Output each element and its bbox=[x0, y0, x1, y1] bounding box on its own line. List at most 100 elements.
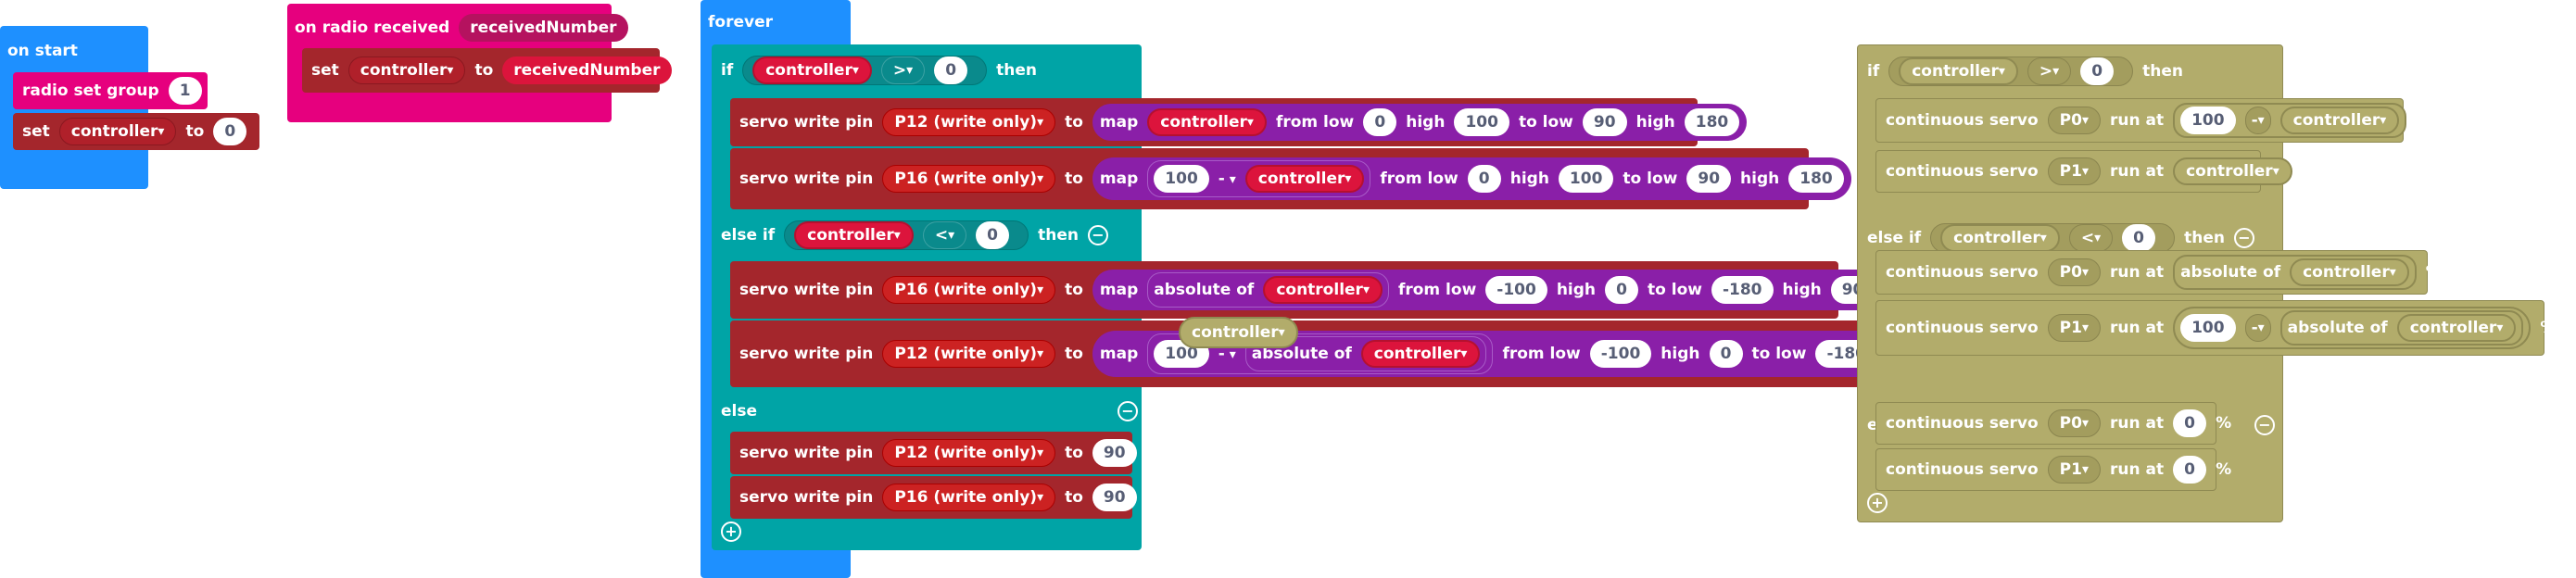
continuous-servo-block[interactable]: continuous servo P0 run at 100 - control… bbox=[1875, 98, 2431, 143]
compare-value-input[interactable]: 0 bbox=[2122, 224, 2156, 252]
pin-dropdown[interactable]: P16 (write only) bbox=[882, 484, 1056, 511]
from-low-input[interactable]: 0 bbox=[1363, 108, 1397, 136]
set-controller-block[interactable]: set controller to 0 bbox=[13, 113, 259, 150]
variable-dropdown[interactable]: controller bbox=[58, 118, 177, 145]
minus-operator[interactable]: - bbox=[1219, 170, 1236, 188]
continuous-servo-block[interactable]: continuous servo P1 run at 100 - absolut… bbox=[1875, 300, 2556, 356]
speed-input[interactable]: 0 bbox=[2173, 456, 2207, 484]
operand-input[interactable]: 100 bbox=[1154, 165, 1209, 193]
operand-input[interactable]: 100 bbox=[1154, 340, 1209, 368]
operator-dropdown[interactable]: < bbox=[2068, 224, 2114, 252]
add-branch-icon[interactable]: + bbox=[721, 521, 741, 542]
pin-dropdown[interactable]: P0 bbox=[2047, 409, 2101, 437]
minus-operator[interactable]: - bbox=[2244, 314, 2271, 342]
from-high-input[interactable]: 0 bbox=[1709, 340, 1743, 368]
pin-dropdown[interactable]: P12 (write only) bbox=[882, 340, 1056, 368]
servo-write-block[interactable]: servo write pin P16 (write only) to map … bbox=[730, 148, 1851, 209]
pin-dropdown[interactable]: P0 bbox=[2047, 258, 2101, 286]
controller-variable[interactable]: controller bbox=[1147, 108, 1267, 136]
minus-operator[interactable]: - bbox=[1219, 345, 1236, 363]
from-low-input[interactable]: -100 bbox=[1485, 276, 1547, 304]
on-radio-received-block[interactable]: on radio received receivedNumber set con… bbox=[287, 4, 672, 122]
controller-variable[interactable]: controller bbox=[2279, 107, 2400, 134]
from-low-input[interactable]: -100 bbox=[1589, 340, 1652, 368]
map-block[interactable]: map absolute of controller from low -100… bbox=[1092, 270, 1883, 310]
pin-dropdown[interactable]: P16 (write only) bbox=[882, 165, 1056, 193]
pin-dropdown[interactable]: P1 bbox=[2047, 456, 2101, 484]
add-branch-icon[interactable]: + bbox=[1867, 493, 1888, 513]
map-block[interactable]: map controller from low 0 high 100 to lo… bbox=[1092, 104, 1748, 141]
compare-value-input[interactable]: 0 bbox=[2080, 57, 2115, 85]
subtract-block[interactable]: 100 - absolute of controller bbox=[2173, 307, 2532, 349]
continuous-servo-block[interactable]: continuous servo P1 run at controller % bbox=[1875, 150, 2317, 193]
controller-variable[interactable]: controller bbox=[1244, 165, 1365, 193]
continuous-servo-block[interactable]: continuous servo P0 run at 0 % bbox=[1875, 402, 2231, 445]
continuous-servo-block[interactable]: continuous servo P0 run at absolute of c… bbox=[1875, 250, 2442, 295]
servo-write-block[interactable]: servo write pin P16 (write only) to 90 bbox=[730, 476, 1137, 519]
on-start-block[interactable]: on start radio set group 1 set controlle… bbox=[0, 26, 259, 189]
remove-branch-icon[interactable]: − bbox=[1087, 225, 1108, 245]
map-block[interactable]: map 100 - controller from low 0 high 100… bbox=[1092, 157, 1851, 200]
pin-dropdown[interactable]: P12 (write only) bbox=[882, 439, 1056, 467]
from-low-input[interactable]: 0 bbox=[1467, 165, 1501, 193]
floating-controller-variable[interactable]: controller bbox=[1179, 317, 1298, 348]
compare-condition[interactable]: controller < 0 bbox=[1930, 223, 2176, 253]
operator-dropdown[interactable]: > bbox=[2027, 57, 2072, 85]
controller-variable[interactable]: controller bbox=[2396, 314, 2517, 342]
group-value-input[interactable]: 1 bbox=[168, 77, 202, 105]
from-high-input[interactable]: 0 bbox=[1605, 276, 1639, 304]
controller-variable[interactable]: controller bbox=[1360, 340, 1481, 368]
servo-write-block[interactable]: servo write pin P12 (write only) to 90 bbox=[730, 432, 1137, 474]
angle-input[interactable]: 90 bbox=[1092, 484, 1137, 511]
operator-dropdown[interactable]: < bbox=[922, 221, 967, 249]
pin-dropdown[interactable]: P1 bbox=[2047, 314, 2101, 342]
controller-variable[interactable]: controller bbox=[2173, 157, 2292, 185]
servo-write-block[interactable]: servo write pin P12 (write only) to map … bbox=[730, 98, 1748, 146]
to-low-input[interactable]: 90 bbox=[1686, 165, 1732, 193]
subtract-block[interactable]: 100 - controller bbox=[1147, 160, 1371, 197]
remove-branch-icon[interactable]: − bbox=[1118, 401, 1138, 421]
operand-input[interactable]: 100 bbox=[2180, 314, 2236, 342]
remove-branch-icon[interactable]: − bbox=[2254, 415, 2275, 435]
from-high-input[interactable]: 100 bbox=[1558, 165, 1614, 193]
subtract-block[interactable]: 100 - controller bbox=[2173, 103, 2407, 138]
from-high-input[interactable]: 100 bbox=[1454, 108, 1509, 136]
controller-variable[interactable]: controller bbox=[2290, 258, 2409, 286]
value-input[interactable]: 0 bbox=[213, 118, 247, 145]
pin-dropdown[interactable]: P0 bbox=[2047, 107, 2101, 134]
servo-write-block[interactable]: servo write pin P16 (write only) to map … bbox=[730, 261, 1883, 319]
pin-dropdown[interactable]: P16 (write only) bbox=[882, 276, 1056, 304]
set-controller-received-block[interactable]: set controller to receivedNumber bbox=[302, 48, 672, 93]
controller-variable[interactable]: controller bbox=[794, 221, 914, 249]
pin-dropdown[interactable]: P12 (write only) bbox=[882, 108, 1056, 136]
to-low-input[interactable]: -180 bbox=[1711, 276, 1774, 304]
speed-input[interactable]: 0 bbox=[2173, 409, 2207, 437]
compare-condition[interactable]: controller > 0 bbox=[742, 56, 988, 85]
received-number-param[interactable]: receivedNumber bbox=[459, 14, 628, 42]
controller-variable[interactable]: controller bbox=[752, 57, 872, 84]
minus-operator[interactable]: - bbox=[2244, 107, 2271, 134]
radio-set-group-block[interactable]: radio set group 1 bbox=[13, 72, 208, 109]
controller-variable[interactable]: controller bbox=[1940, 224, 2060, 252]
to-low-input[interactable]: 90 bbox=[1582, 108, 1627, 136]
compare-condition[interactable]: controller < 0 bbox=[784, 220, 1029, 250]
absolute-block[interactable]: absolute of controller bbox=[2173, 255, 2417, 290]
operator-dropdown[interactable]: > bbox=[880, 57, 926, 84]
angle-input[interactable]: 90 bbox=[1092, 439, 1137, 467]
compare-value-input[interactable]: 0 bbox=[934, 57, 968, 84]
remove-branch-icon[interactable]: − bbox=[2233, 228, 2254, 248]
variable-dropdown[interactable]: controller bbox=[347, 57, 466, 84]
compare-condition[interactable]: controller > 0 bbox=[1888, 57, 2134, 86]
controller-variable[interactable]: controller bbox=[1263, 276, 1383, 304]
servo-write-block[interactable]: servo write pin P12 (write only) to map … bbox=[730, 320, 1885, 387]
compare-value-input[interactable]: 0 bbox=[976, 221, 1010, 249]
operand-input[interactable]: 100 bbox=[2180, 107, 2236, 134]
to-high-input[interactable]: 180 bbox=[1788, 165, 1844, 193]
continuous-servo-block[interactable]: continuous servo P1 run at 0 % bbox=[1875, 448, 2231, 491]
received-number-reporter[interactable]: receivedNumber bbox=[502, 57, 672, 84]
to-high-input[interactable]: 180 bbox=[1684, 108, 1740, 136]
absolute-block[interactable]: absolute of controller bbox=[1147, 272, 1389, 308]
absolute-block[interactable]: absolute of controller bbox=[2279, 310, 2524, 346]
controller-variable[interactable]: controller bbox=[1899, 57, 2018, 85]
pin-dropdown[interactable]: P1 bbox=[2047, 157, 2101, 185]
